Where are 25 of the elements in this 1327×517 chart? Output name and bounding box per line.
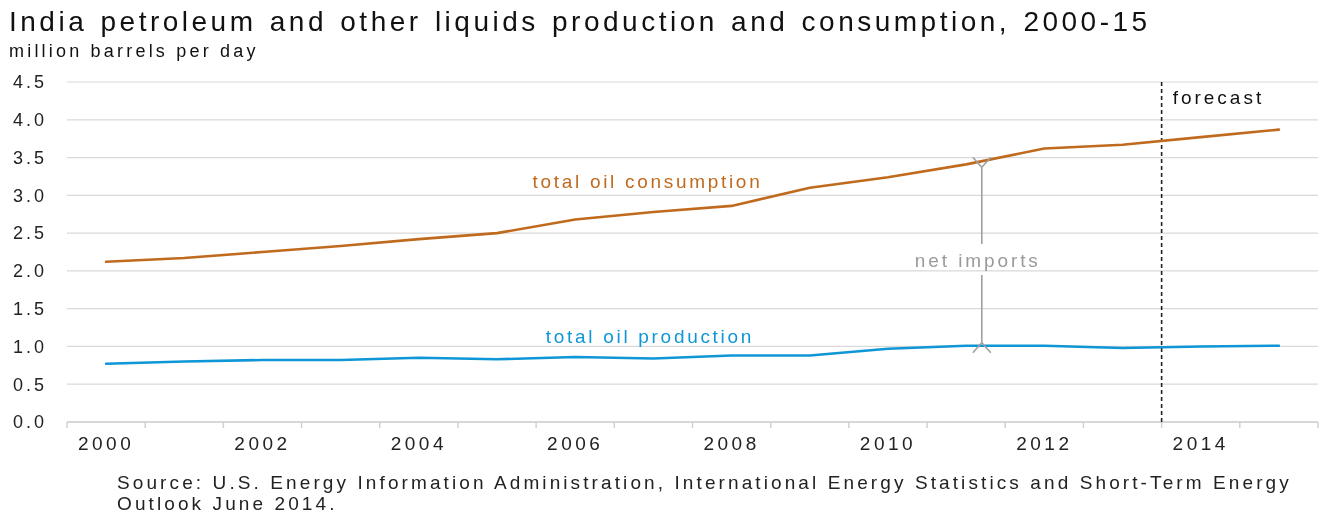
y-tick-label: 0.0 (12, 412, 47, 433)
source-note: Source: U.S. Energy Information Administration, International Energy Statistics and Short-Term Energy Outlook June 2014. (117, 472, 1292, 514)
x-tick-label: 2014 (1172, 433, 1229, 454)
series-label: total oil consumption (532, 171, 763, 193)
ref-line-label: forecast (1172, 87, 1265, 108)
x-tick-label: 2008 (703, 433, 760, 454)
x-tick-label: 2002 (234, 433, 291, 454)
y-tick-label: 3.0 (12, 185, 47, 206)
annotation: net imports (914, 249, 1041, 271)
y-tick-label: 0.5 (12, 374, 47, 395)
chart-title: India petroleum and other liquids production and consumption, 2000-15 (9, 6, 1151, 37)
x-tick-label: 2006 (547, 433, 604, 454)
y-axis-title: million barrels per day (9, 41, 259, 61)
y-tick-label: 2.5 (12, 223, 47, 244)
y-tick-label: 2.0 (12, 261, 47, 282)
y-tick-label: 4.5 (12, 72, 47, 93)
y-tick-label: 1.0 (12, 336, 47, 357)
x-tick-label: 2012 (1016, 433, 1073, 454)
x-tick-label: 2000 (77, 433, 135, 454)
x-tick-label: 2010 (859, 433, 917, 454)
y-tick-label: 3.5 (12, 147, 47, 168)
series-label: total oil production (545, 326, 755, 348)
x-tick-label: 2004 (390, 433, 447, 454)
y-tick-label: 4.0 (12, 110, 47, 131)
y-tick-label: 1.5 (12, 298, 47, 319)
